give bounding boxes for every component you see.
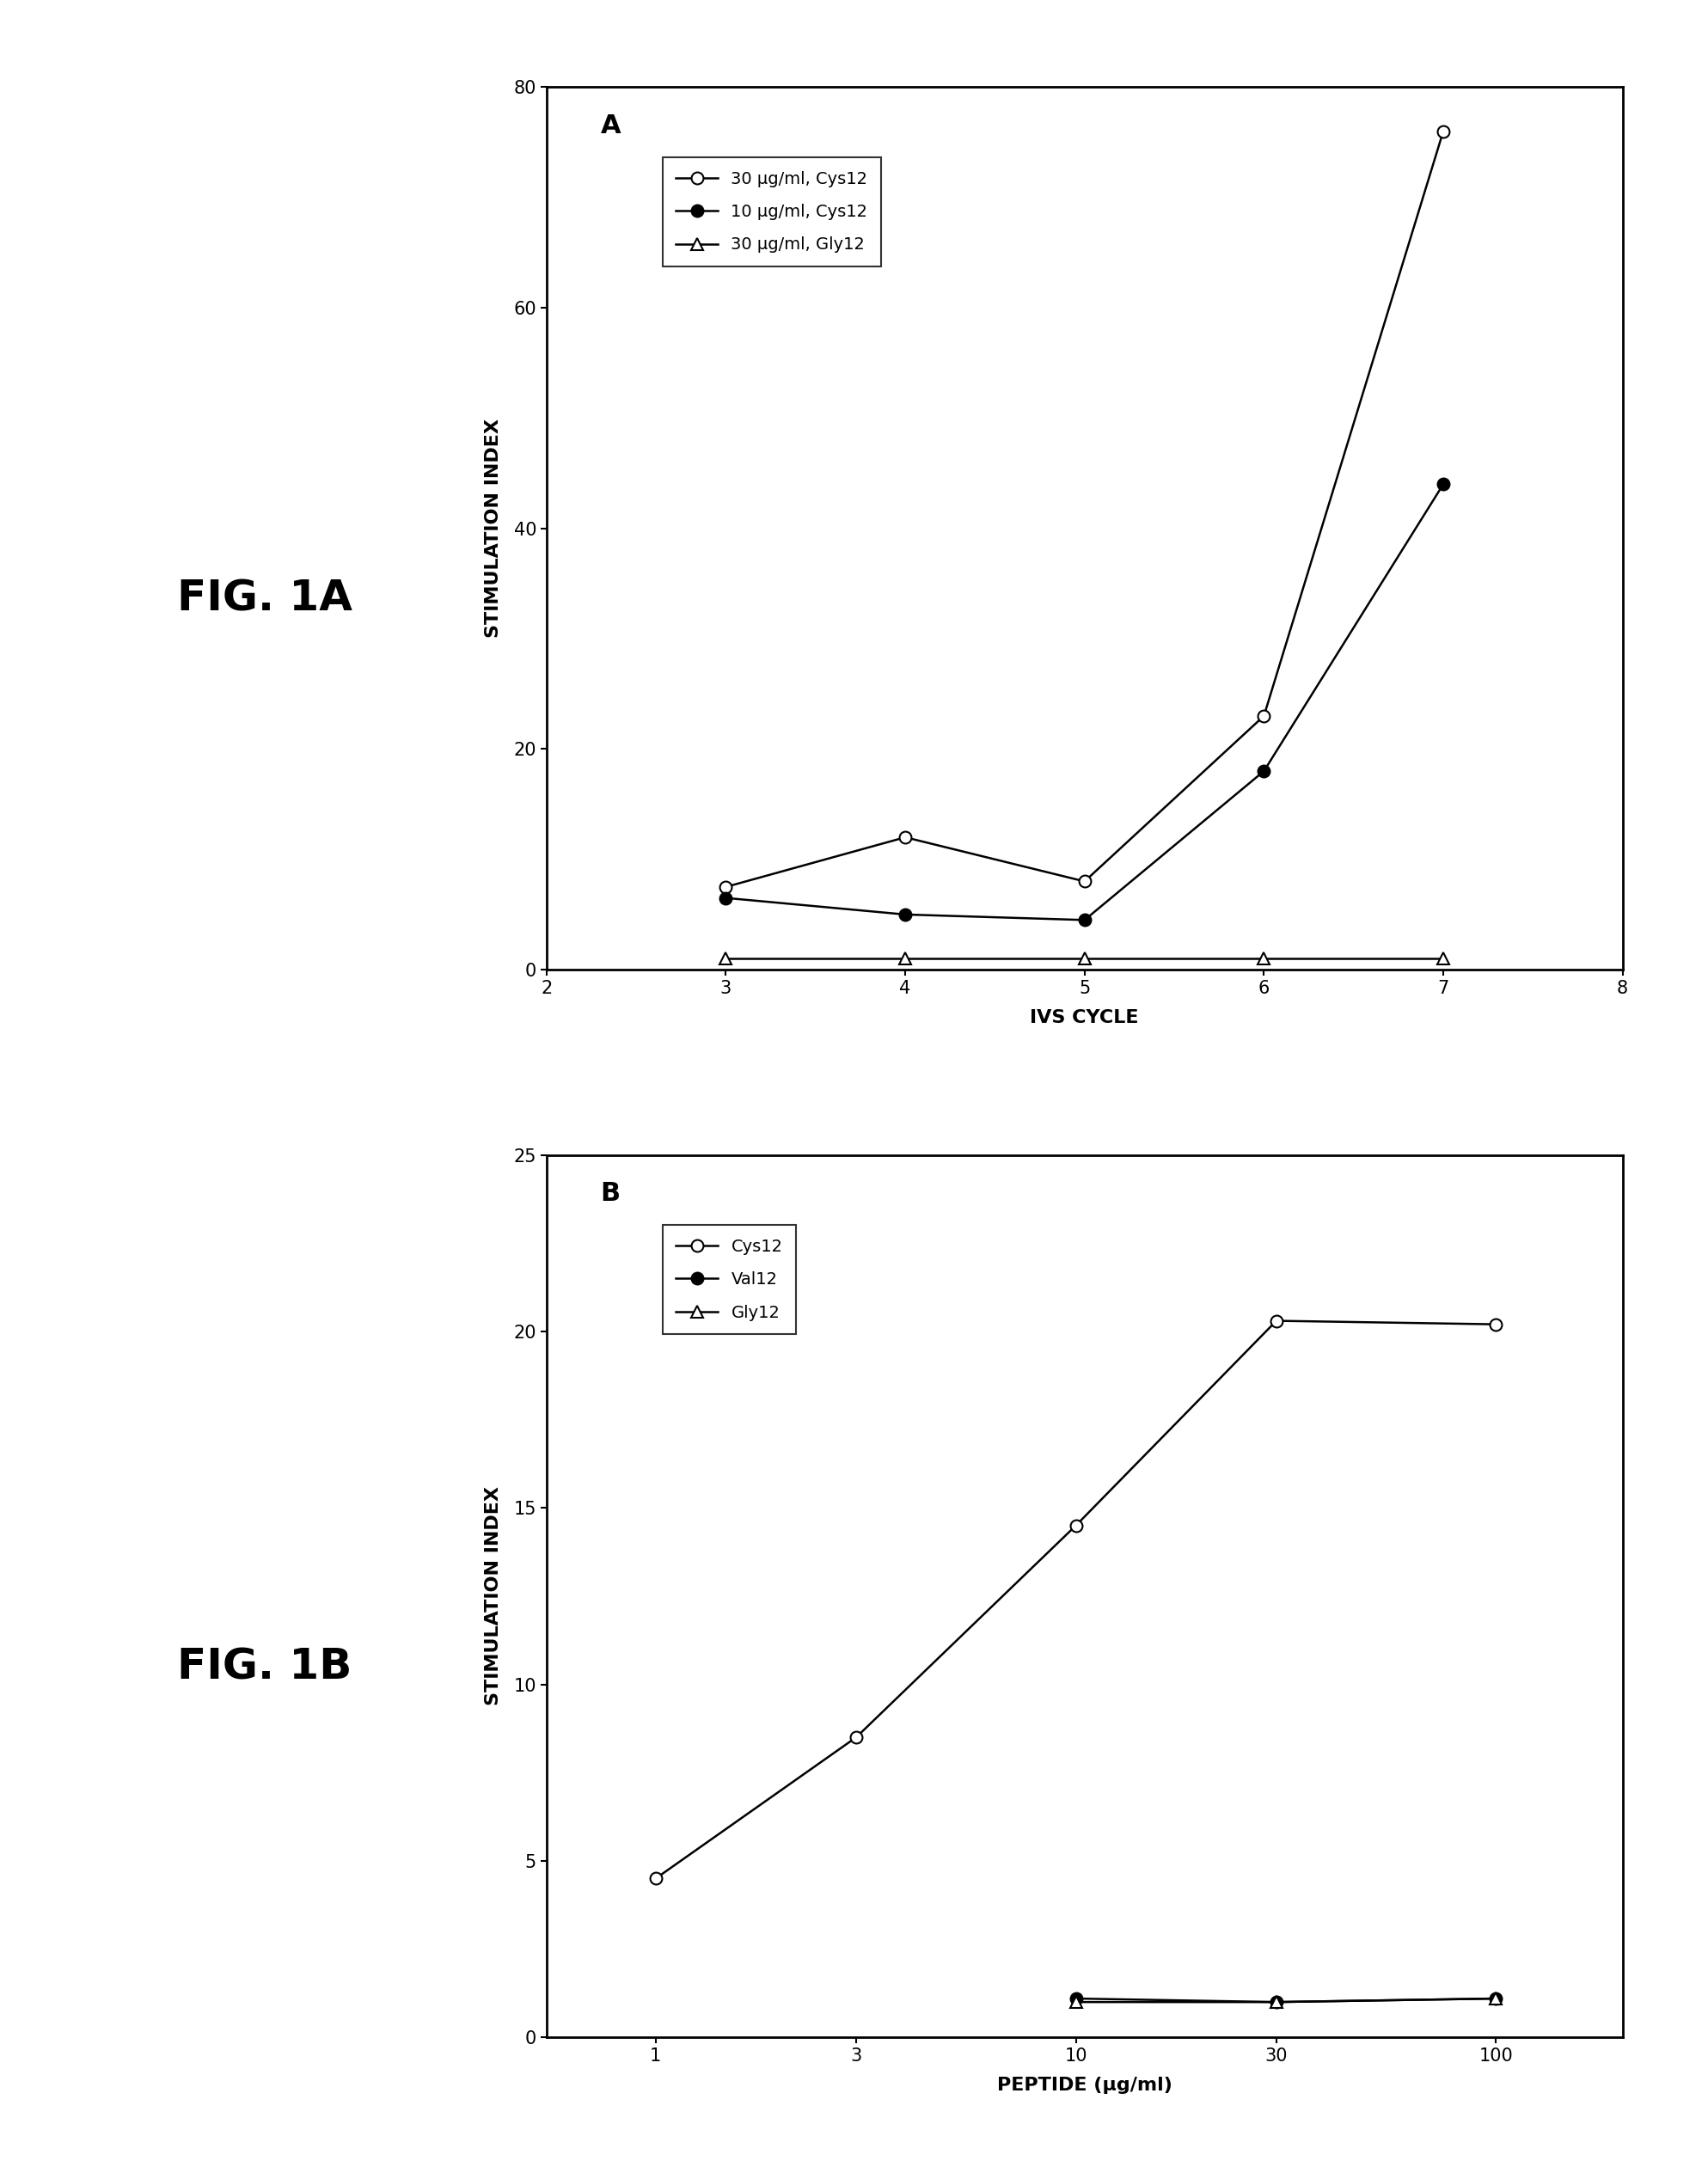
- Text: FIG. 1A: FIG. 1A: [178, 577, 352, 619]
- Cys12: [646, 1865, 666, 1891]
- Cys12: [1066, 1512, 1086, 1538]
- Gly12: [1486, 1985, 1506, 2011]
- Line: 30 μg/ml, Gly12: 30 μg/ml, Gly12: [721, 952, 1448, 965]
- 30 μg/ml, Cys12: [1433, 118, 1454, 144]
- Line: Gly12: Gly12: [1069, 1992, 1501, 2009]
- Text: B: B: [601, 1181, 620, 1207]
- X-axis label: IVS CYCLE: IVS CYCLE: [1030, 1009, 1139, 1026]
- X-axis label: PEPTIDE (μg/ml): PEPTIDE (μg/ml): [997, 2077, 1172, 2094]
- Y-axis label: STIMULATION INDEX: STIMULATION INDEX: [485, 418, 502, 638]
- Gly12: [1266, 1989, 1286, 2016]
- Y-axis label: STIMULATION INDEX: STIMULATION INDEX: [485, 1486, 502, 1706]
- Cys12: [845, 1724, 866, 1750]
- Text: FIG. 1B: FIG. 1B: [178, 1645, 352, 1687]
- Val12: [1266, 1989, 1286, 2016]
- 10 μg/ml, Cys12: [716, 885, 736, 911]
- Val12: [1066, 1985, 1086, 2011]
- 10 μg/ml, Cys12: [1254, 758, 1274, 784]
- Gly12: [1066, 1989, 1086, 2016]
- 30 μg/ml, Cys12: [1254, 704, 1274, 730]
- 30 μg/ml, Gly12: [1074, 946, 1095, 972]
- 30 μg/ml, Cys12: [1074, 867, 1095, 893]
- Line: 10 μg/ml, Cys12: 10 μg/ml, Cys12: [721, 479, 1448, 926]
- 30 μg/ml, Gly12: [716, 946, 736, 972]
- Cys12: [1486, 1312, 1506, 1338]
- Legend: Cys12, Val12, Gly12: Cys12, Val12, Gly12: [663, 1225, 796, 1334]
- 30 μg/ml, Cys12: [895, 824, 915, 850]
- Line: Cys12: Cys12: [649, 1314, 1501, 1885]
- 10 μg/ml, Cys12: [1074, 906, 1095, 933]
- 10 μg/ml, Cys12: [1433, 471, 1454, 497]
- Line: Val12: Val12: [1069, 1992, 1501, 2009]
- Text: A: A: [601, 113, 620, 139]
- 30 μg/ml, Cys12: [716, 874, 736, 900]
- Val12: [1486, 1985, 1506, 2011]
- Legend: 30 μg/ml, Cys12, 10 μg/ml, Cys12, 30 μg/ml, Gly12: 30 μg/ml, Cys12, 10 μg/ml, Cys12, 30 μg/…: [663, 157, 881, 266]
- Line: 30 μg/ml, Cys12: 30 μg/ml, Cys12: [721, 126, 1448, 893]
- 30 μg/ml, Gly12: [895, 946, 915, 972]
- Cys12: [1266, 1307, 1286, 1334]
- 30 μg/ml, Gly12: [1433, 946, 1454, 972]
- 30 μg/ml, Gly12: [1254, 946, 1274, 972]
- 10 μg/ml, Cys12: [895, 902, 915, 928]
